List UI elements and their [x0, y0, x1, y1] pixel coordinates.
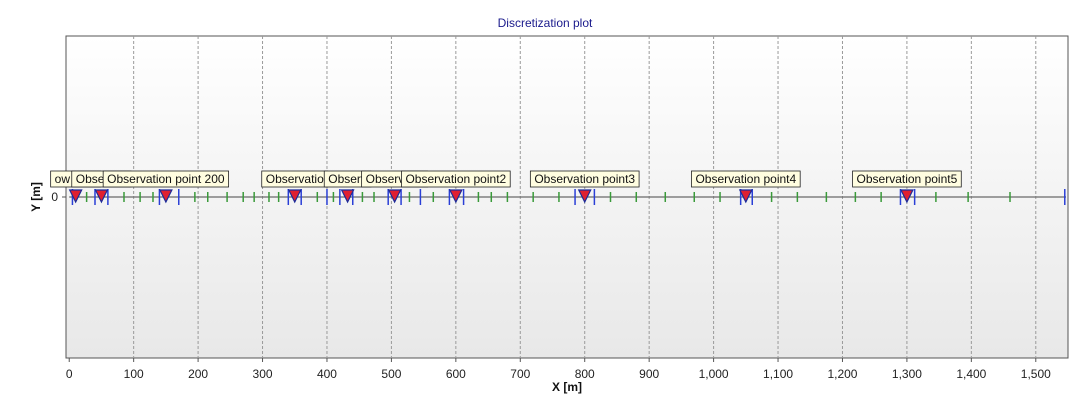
observation-label-box: [401, 170, 511, 188]
chart-title: Discretization plot: [498, 16, 593, 30]
observation-label[interactable]: Observatio: [261, 170, 329, 188]
observation-marker[interactable]: [448, 189, 463, 204]
observation-marker[interactable]: [68, 189, 83, 204]
observation-label-text: Observatio: [266, 172, 324, 186]
x-tick-label: 900: [639, 367, 659, 381]
observation-marker[interactable]: [158, 189, 173, 204]
observation-label[interactable]: Observation point 200: [102, 170, 229, 188]
observation-label-box: [529, 170, 640, 188]
observation-marker[interactable]: [738, 189, 753, 204]
x-tick-label: 600: [446, 367, 466, 381]
observation-label-text: Observation point3: [534, 172, 635, 186]
x-tick-label: 1,400: [956, 367, 986, 381]
y-tick-label: 0: [51, 190, 58, 204]
discretization-nodes: [71, 189, 1066, 205]
observation-label-text: Observation point 200: [107, 172, 225, 186]
observation-label-box: [691, 170, 801, 188]
observation-label-box: [102, 170, 229, 188]
x-axis-label: X [m]: [552, 380, 582, 394]
x-tick-label: 0: [66, 367, 73, 381]
x-tick-label: 700: [510, 367, 530, 381]
x-tick-label: 800: [575, 367, 595, 381]
x-tick-label: 1,500: [1021, 367, 1051, 381]
x-tick-label: 300: [253, 367, 273, 381]
observation-marker[interactable]: [340, 189, 355, 204]
observation-label[interactable]: Observation point2: [401, 170, 511, 188]
x-tick-label: 500: [381, 367, 401, 381]
observation-marker[interactable]: [287, 189, 302, 204]
y-axis-label: Y [m]: [29, 182, 43, 212]
x-tick-label: 1,200: [827, 367, 857, 381]
x-tick-label: 1,100: [763, 367, 793, 381]
observation-marker[interactable]: [577, 189, 592, 204]
x-tick-label: 100: [124, 367, 144, 381]
observation-label[interactable]: Observ: [323, 170, 372, 188]
observation-markers: [68, 189, 914, 204]
observation-marker[interactable]: [899, 189, 914, 204]
observation-label[interactable]: Observation point5: [852, 170, 962, 188]
observation-label[interactable]: Observation point4: [691, 170, 801, 188]
observation-labels: ow sourObservatiObservation point 200Obs…: [50, 170, 962, 188]
x-tick-label: 400: [317, 367, 337, 381]
x-tick-label: 1,300: [892, 367, 922, 381]
observation-label-text: Observ: [328, 172, 367, 186]
observation-label-box: [852, 170, 962, 188]
observation-marker[interactable]: [94, 189, 109, 204]
y-axis-ticks: 0: [51, 190, 66, 204]
x-tick-label: 200: [188, 367, 208, 381]
observation-label-text: Observation point4: [695, 172, 796, 186]
x-tick-label: 1,000: [699, 367, 729, 381]
x-axis-ticks: 0 100 200 300 400 500 600 700 800 900 1,000 1,100 1,…: [66, 358, 1051, 381]
observation-label-text: Observation point5: [857, 172, 958, 186]
observation-label-text: Observation point2: [405, 172, 506, 186]
observation-marker[interactable]: [387, 189, 402, 204]
observation-label[interactable]: Observation point3: [529, 170, 640, 188]
